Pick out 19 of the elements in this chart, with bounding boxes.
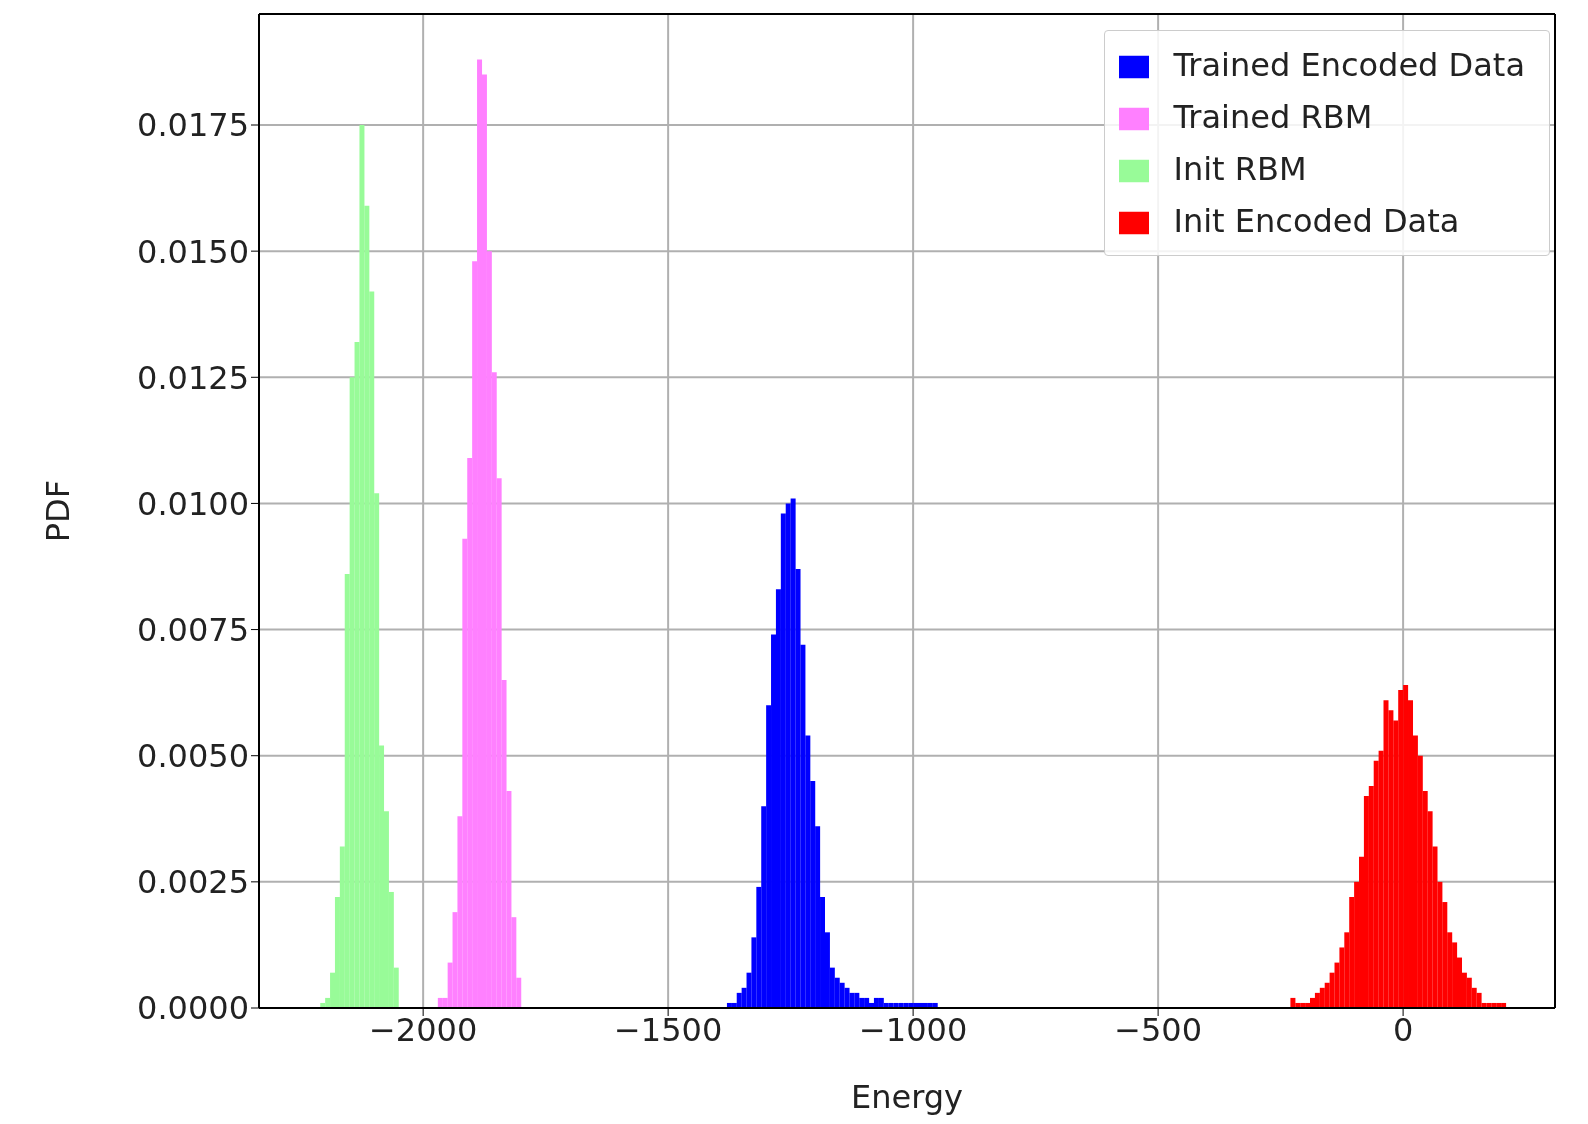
legend-label: Trained Encoded Data <box>1173 46 1525 84</box>
y-tick-label: 0.0050 <box>137 737 249 776</box>
y-tick-label: 0.0000 <box>137 989 249 1028</box>
y-tick-label: 0.0150 <box>137 232 249 271</box>
x-axis-title: Energy <box>850 1078 964 1116</box>
x-tick-label: −500 <box>1114 1010 1203 1049</box>
y-tick-label: 0.0075 <box>137 610 249 649</box>
legend-label: Trained RBM <box>1173 98 1373 136</box>
x-tick-label: −2000 <box>369 1010 478 1049</box>
y-tick-label: 0.0100 <box>137 484 249 523</box>
x-tick-label: −1500 <box>614 1010 723 1049</box>
x-tick-label: −1000 <box>859 1010 968 1049</box>
y-tick-label: 0.0125 <box>137 358 249 397</box>
y-tick-label: 0.0025 <box>137 863 249 902</box>
x-tick-label: 0 <box>1392 1010 1414 1049</box>
legend-label: Init Encoded Data <box>1173 202 1460 240</box>
y-tick-label: 0.0175 <box>137 106 249 145</box>
y-axis-title: PDF <box>39 479 78 543</box>
legend-label: Init RBM <box>1173 150 1307 188</box>
